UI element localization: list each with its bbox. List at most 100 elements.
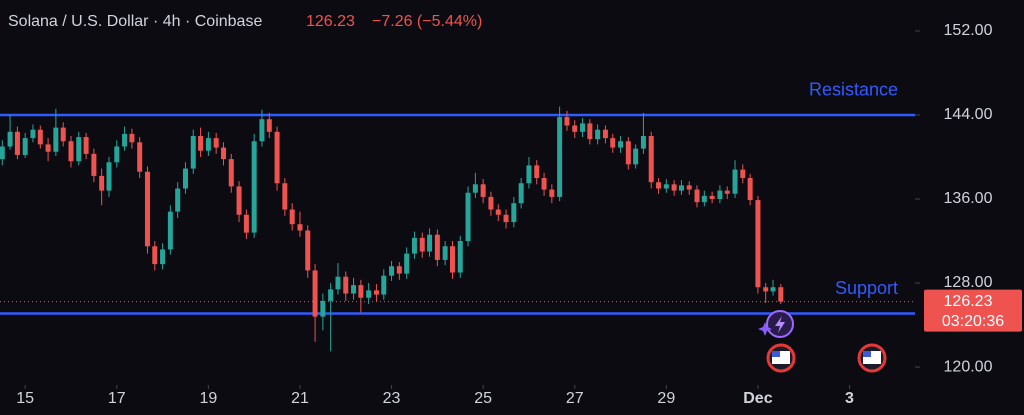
y-tick-label: 128.00 xyxy=(944,274,993,291)
candle-body xyxy=(778,287,784,302)
x-tick-label: 17 xyxy=(108,390,126,407)
candle-body xyxy=(511,203,517,223)
candle-body xyxy=(724,190,730,194)
candle-body xyxy=(602,129,608,139)
candle-body xyxy=(686,185,692,190)
candle-body xyxy=(671,184,677,191)
candle-body xyxy=(732,169,738,194)
candle-body xyxy=(175,188,181,212)
candle-body xyxy=(243,214,249,233)
candle-body xyxy=(282,183,288,210)
candle-body xyxy=(457,241,463,273)
x-tick-label: 3 xyxy=(845,390,854,407)
candle-body xyxy=(289,209,295,225)
header-change: −7.26 (−5.44%) xyxy=(372,13,482,30)
candle-body xyxy=(14,131,20,155)
candle-body xyxy=(480,184,486,197)
y-tick-label: 152.00 xyxy=(944,22,993,39)
y-tick-label: 136.00 xyxy=(944,190,993,207)
candle-body xyxy=(266,119,272,132)
candle-body xyxy=(373,290,379,295)
candle-body xyxy=(534,165,540,179)
candle-body xyxy=(160,249,166,265)
candle-body xyxy=(213,138,219,148)
y-tick-label: 144.00 xyxy=(944,106,993,123)
candle-body xyxy=(320,300,326,317)
candle-body xyxy=(740,169,746,179)
candle-body xyxy=(488,196,494,210)
candle-body xyxy=(610,138,616,148)
flag-canton xyxy=(863,351,871,357)
candle-body xyxy=(274,131,280,184)
candle-body xyxy=(580,123,586,132)
candle-body xyxy=(709,195,715,200)
candle-body xyxy=(205,138,211,151)
candle-body xyxy=(30,129,36,139)
candle-body xyxy=(701,195,707,203)
x-tick-label: 23 xyxy=(383,390,401,407)
candle-body xyxy=(717,190,723,200)
candle-body xyxy=(381,275,387,295)
candle-body xyxy=(648,135,654,183)
candle-body xyxy=(442,246,448,260)
candle-body xyxy=(22,138,28,155)
candle-body xyxy=(305,230,311,271)
candle-body xyxy=(427,234,433,252)
candle-body xyxy=(152,246,158,265)
candle-body xyxy=(465,192,471,242)
candle-body xyxy=(549,189,555,197)
candle-body xyxy=(694,189,700,203)
candle-body xyxy=(503,214,509,223)
candle-body xyxy=(678,185,684,191)
candle-body xyxy=(396,266,402,274)
candle-body xyxy=(137,142,143,172)
x-tick-label: 15 xyxy=(16,390,34,407)
candle-body xyxy=(663,184,669,189)
candle-body xyxy=(114,146,120,163)
candle-body xyxy=(37,129,43,145)
x-tick-label: 27 xyxy=(566,390,584,407)
candle-body xyxy=(755,200,761,288)
candle-body xyxy=(770,287,776,292)
header-price: 126.23 xyxy=(306,13,355,30)
candle-body xyxy=(251,141,257,233)
candle-body xyxy=(220,147,226,160)
candle-body xyxy=(495,209,501,215)
candle-body xyxy=(76,137,82,162)
candle-body xyxy=(182,168,188,189)
x-tick-label: 29 xyxy=(657,390,675,407)
candle-body xyxy=(564,117,570,126)
candle-body xyxy=(106,162,112,191)
candle-body xyxy=(389,266,395,276)
candle-body xyxy=(60,127,66,142)
candle-body xyxy=(167,211,173,250)
candle-body xyxy=(541,178,547,190)
sparkle xyxy=(758,322,772,336)
y-tick-label: 120.00 xyxy=(944,358,993,375)
level-label: Support xyxy=(835,278,898,298)
candle-body xyxy=(518,183,524,204)
flash-bolt xyxy=(775,316,785,333)
candle-body xyxy=(557,117,563,197)
candle-body xyxy=(572,125,578,132)
candle-body xyxy=(633,148,639,165)
candle-body xyxy=(343,276,349,294)
candle-body xyxy=(122,133,128,147)
candle-body xyxy=(144,171,150,247)
candle-body xyxy=(91,153,97,176)
candle-body xyxy=(68,141,74,162)
plot-area xyxy=(0,30,920,389)
price-box-countdown: 03:20:36 xyxy=(942,313,1004,330)
event-icons xyxy=(758,310,887,373)
candle-body xyxy=(190,135,196,169)
candle-body xyxy=(404,253,410,274)
candle-body xyxy=(236,186,242,215)
candle-body xyxy=(328,289,334,301)
candle-body xyxy=(472,184,478,193)
candle-body xyxy=(656,182,662,189)
flag-canton xyxy=(772,351,780,357)
candle-body xyxy=(526,165,532,184)
candle-body xyxy=(259,119,265,142)
candle-body xyxy=(358,285,364,298)
